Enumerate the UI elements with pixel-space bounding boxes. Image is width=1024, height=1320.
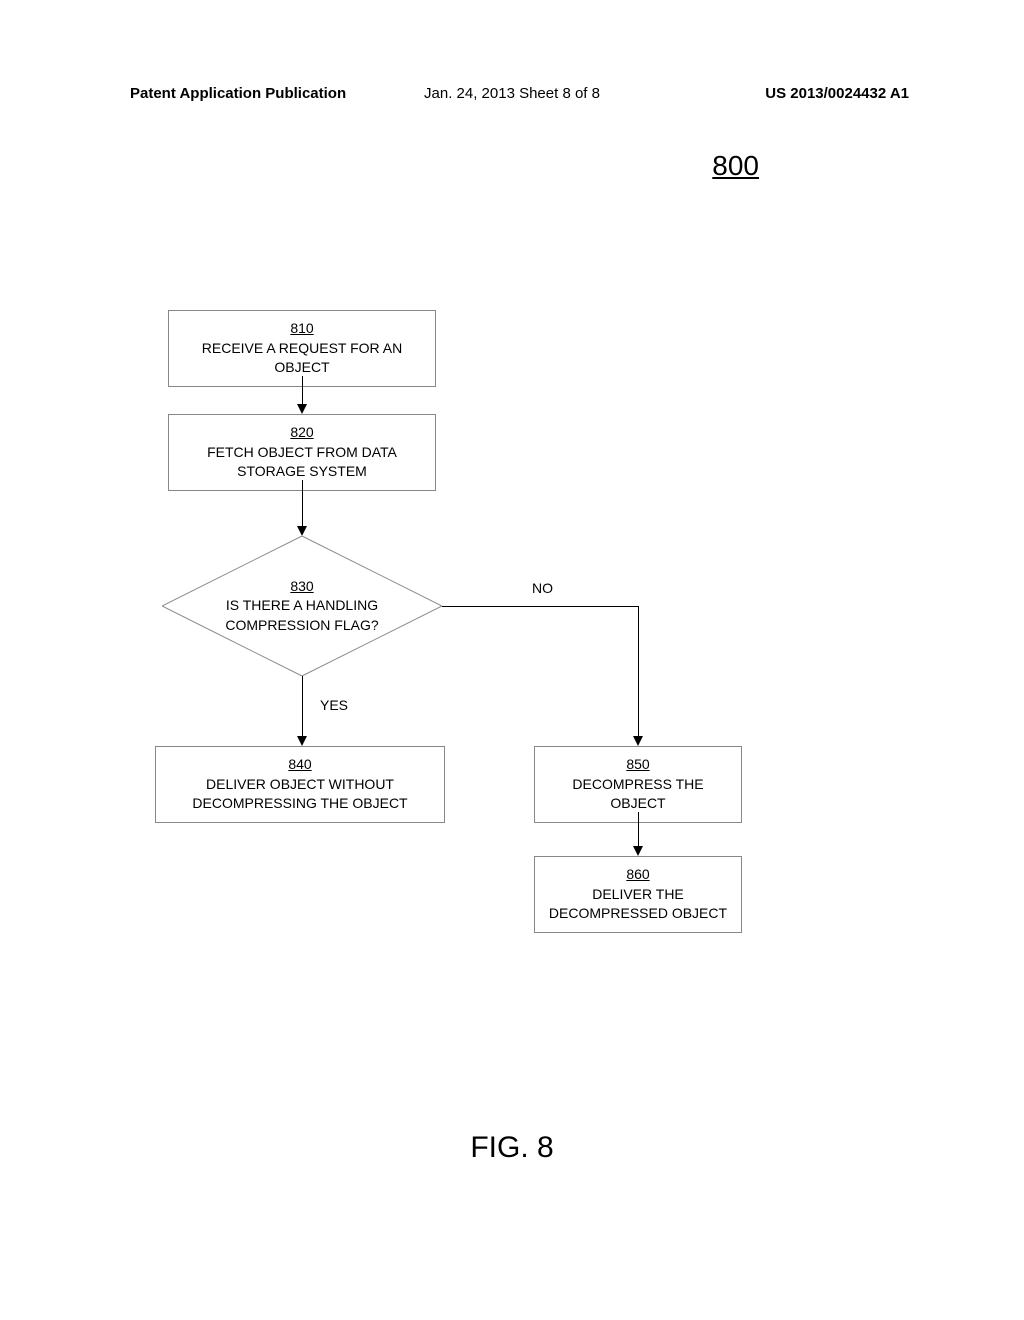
box-860-text: DELIVER THE DECOMPRESSED OBJECT — [549, 886, 727, 922]
box-810-text: RECEIVE A REQUEST FOR AN OBJECT — [202, 340, 402, 376]
box-860: 860 DELIVER THE DECOMPRESSED OBJECT — [534, 856, 742, 933]
box-810-num: 810 — [290, 320, 313, 336]
box-820-text: FETCH OBJECT FROM DATA STORAGE SYSTEM — [207, 444, 397, 480]
box-820-num: 820 — [290, 424, 313, 440]
arrow-head-810-820 — [297, 404, 307, 414]
diamond-830-content: 830 IS THERE A HANDLING COMPRESSION FLAG… — [162, 536, 442, 676]
no-label: NO — [532, 580, 553, 596]
arrow-830-yes — [302, 676, 303, 736]
diamond-830-text2: COMPRESSION FLAG? — [225, 616, 378, 636]
box-860-num: 860 — [626, 866, 649, 882]
arrow-head-830-850 — [633, 736, 643, 746]
arrow-head-830-840 — [297, 736, 307, 746]
box-840-num: 840 — [288, 756, 311, 772]
date-sheet: Jan. 24, 2013 Sheet 8 of 8 — [424, 85, 600, 102]
figure-number: 800 — [712, 150, 759, 182]
arrow-820-830 — [302, 480, 303, 526]
figure-caption: FIG. 8 — [470, 1131, 553, 1165]
arrow-head-850-860 — [633, 846, 643, 856]
diamond-830: 830 IS THERE A HANDLING COMPRESSION FLAG… — [162, 536, 442, 676]
arrow-830-no-v — [638, 606, 639, 736]
arrow-850-860 — [638, 812, 639, 846]
box-840: 840 DELIVER OBJECT WITHOUT DECOMPRESSING… — [155, 746, 445, 823]
arrow-head-820-830 — [297, 526, 307, 536]
publication-number: US 2013/0024432 A1 — [765, 85, 909, 102]
box-840-text: DELIVER OBJECT WITHOUT DECOMPRESSING THE… — [192, 776, 407, 812]
arrow-810-820 — [302, 376, 303, 404]
yes-label: YES — [320, 697, 348, 713]
publication-type: Patent Application Publication — [130, 85, 346, 102]
box-850-text: DECOMPRESS THE OBJECT — [572, 776, 703, 812]
diamond-830-num: 830 — [290, 577, 313, 597]
arrow-830-no-h — [442, 606, 638, 607]
page-header: Patent Application Publication Jan. 24, … — [0, 85, 1024, 102]
box-850-num: 850 — [626, 756, 649, 772]
diamond-830-text1: IS THERE A HANDLING — [226, 596, 378, 616]
